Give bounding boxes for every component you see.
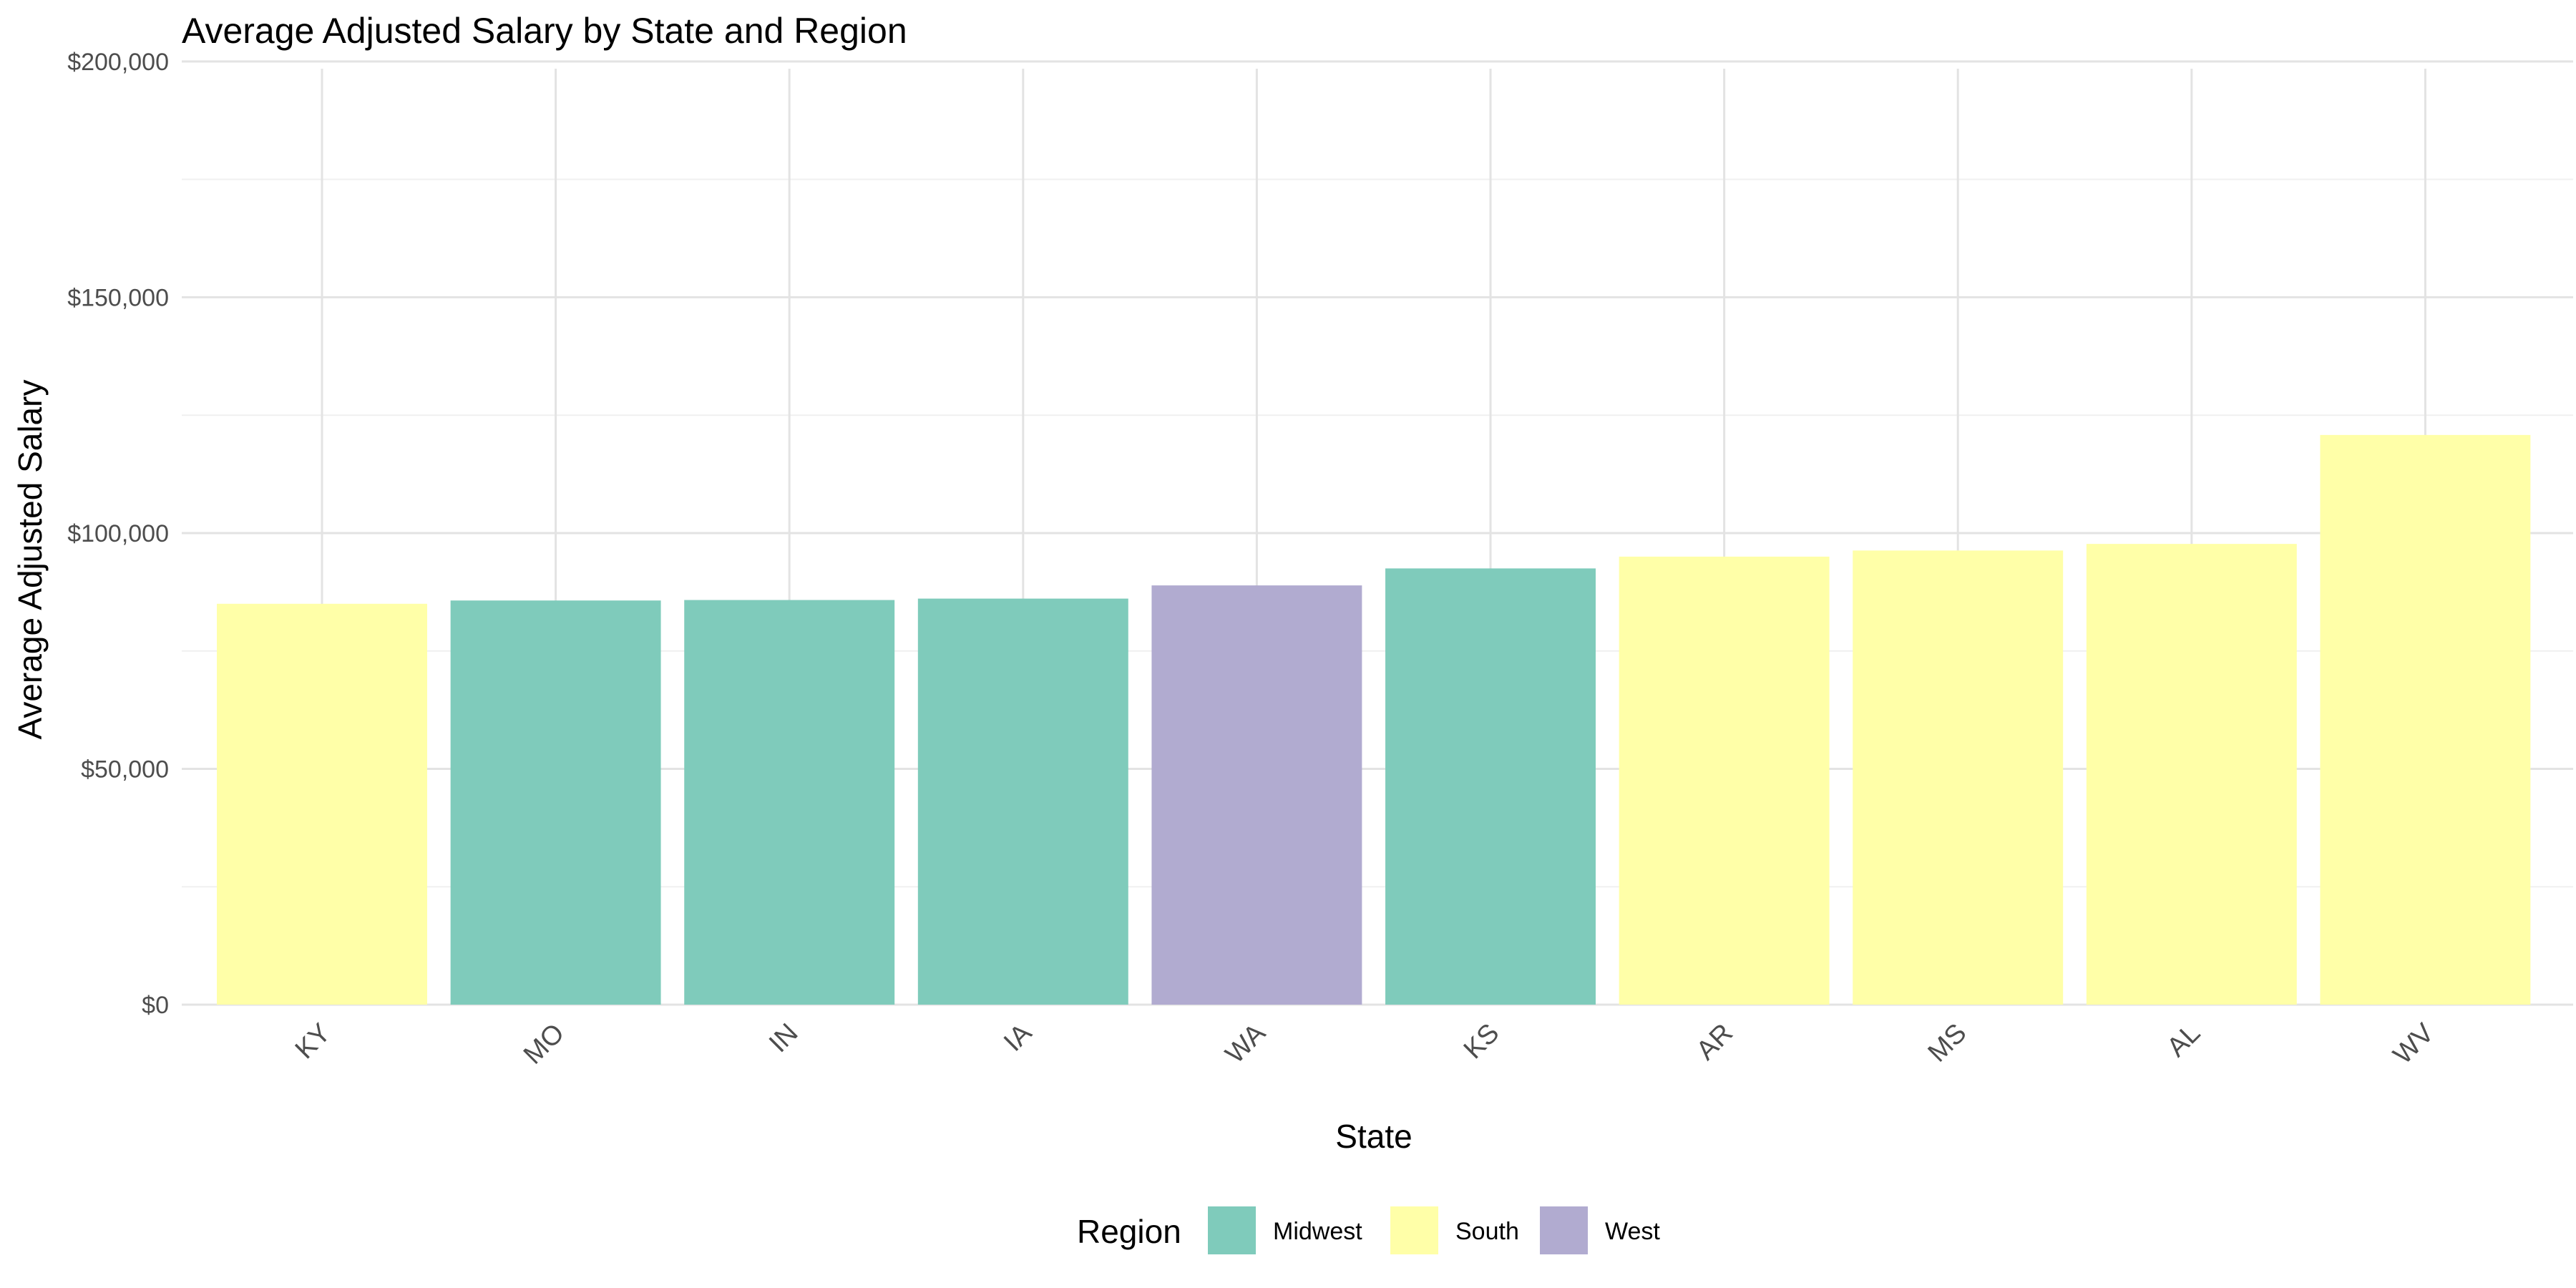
y-tick-label: $150,000 — [67, 284, 169, 311]
x-tick-label-ia: IA — [998, 1018, 1038, 1058]
x-tick-label-ms: MS — [1923, 1018, 1973, 1068]
y-tick-label: $100,000 — [67, 520, 169, 547]
legend-label-west: West — [1605, 1218, 1660, 1245]
bar-wa — [1151, 585, 1362, 1005]
bars — [217, 434, 2531, 1005]
x-tick-label-wv: WV — [2388, 1018, 2440, 1070]
bar-ia — [917, 598, 1128, 1005]
legend-key-midwest — [1208, 1206, 1256, 1254]
x-axis-title: State — [1335, 1118, 1412, 1155]
bar-ar — [1619, 556, 1830, 1005]
legend-title: Region — [1077, 1213, 1181, 1250]
legend-items: Midwest South West — [1208, 1206, 1660, 1254]
x-tick-label-ks: KS — [1458, 1018, 1506, 1065]
y-axis-ticks: $0 $50,000 $100,000 $150,000 $200,000 — [67, 49, 169, 1019]
bar-in — [684, 600, 895, 1005]
x-tick-label-mo: MO — [518, 1018, 570, 1070]
legend-label-south: South — [1455, 1218, 1519, 1245]
x-tick-label-wa: WA — [1220, 1018, 1272, 1069]
y-axis-title: Average Adjusted Salary — [11, 380, 49, 740]
chart-title: Average Adjusted Salary by State and Reg… — [182, 11, 907, 51]
x-tick-label-in: IN — [763, 1018, 804, 1059]
bar-mo — [450, 600, 661, 1005]
y-tick-label: $200,000 — [67, 49, 169, 76]
bar-ky — [217, 603, 427, 1005]
legend-key-west — [1540, 1206, 1588, 1254]
bar-wv — [2320, 434, 2531, 1005]
y-tick-label: $50,000 — [81, 756, 169, 783]
bar-ms — [1853, 550, 2064, 1005]
bar-ks — [1385, 568, 1596, 1005]
legend-label-midwest: Midwest — [1273, 1218, 1362, 1245]
x-tick-label-ky: KY — [290, 1018, 337, 1065]
y-tick-label: $0 — [142, 992, 169, 1019]
bar-al — [2086, 544, 2297, 1005]
x-tick-label-al: AL — [2162, 1018, 2207, 1063]
x-axis-ticks: KY MO IN IA WA KS AR MS AL WV — [290, 1018, 2440, 1070]
legend: Region Midwest South West — [1077, 1206, 1660, 1254]
legend-key-south — [1390, 1206, 1438, 1254]
x-tick-label-ar: AR — [1691, 1018, 1739, 1066]
